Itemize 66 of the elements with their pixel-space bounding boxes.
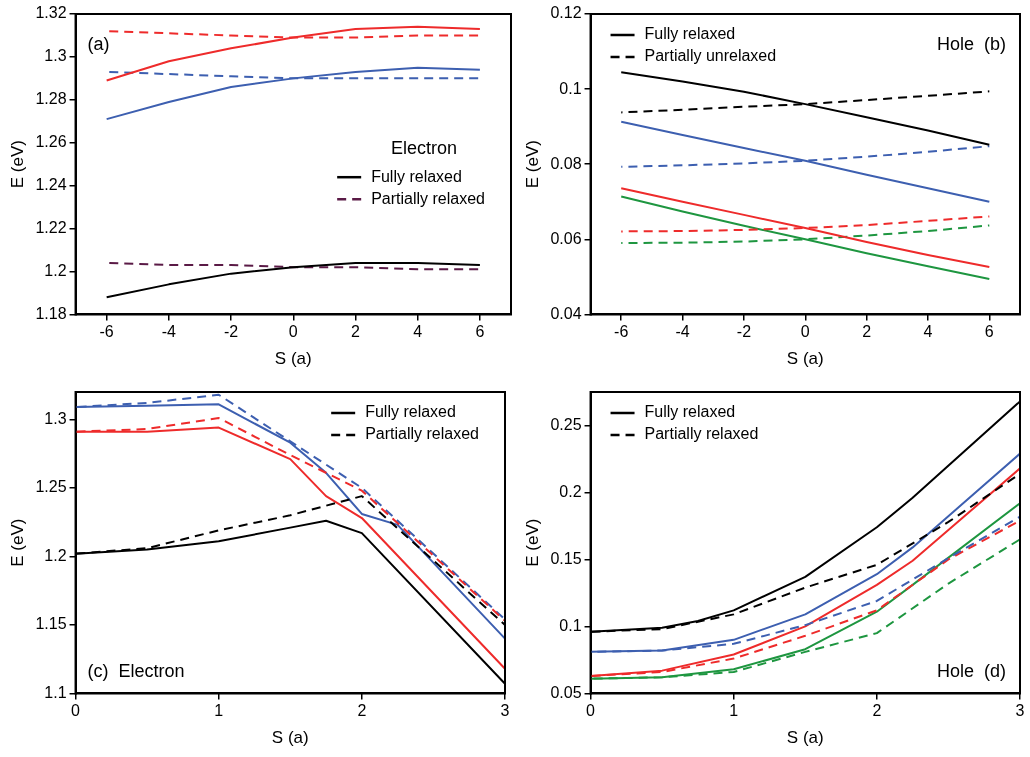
x-tick-label: 2	[872, 702, 882, 720]
x-tick-label: 4	[413, 323, 423, 341]
y-axis-title: E (eV)	[522, 518, 542, 567]
y-tick-label: 1.28	[35, 90, 67, 108]
legend-label: Fully relaxed	[644, 403, 736, 421]
y-axis-title: E (eV)	[522, 140, 542, 189]
annotation: Hole (b)	[936, 33, 1006, 54]
legend-label: Partially relaxed	[365, 425, 479, 443]
y-tick-label: 0.1	[559, 616, 582, 634]
y-tick-label: 0.2	[559, 482, 582, 500]
y-tick-label: 1.18	[35, 304, 67, 322]
y-tick-label: 0.05	[550, 683, 582, 701]
x-tick-label: 6	[475, 323, 485, 341]
y-tick-label: 0.06	[550, 229, 582, 247]
x-tick-label: 3	[1015, 702, 1025, 720]
x-tick-label: -4	[675, 323, 690, 341]
x-axis-title: S (a)	[786, 349, 824, 369]
x-tick-label: -2	[736, 323, 752, 341]
x-tick-label: 1	[214, 702, 224, 720]
legend-label: Fully relaxed	[644, 25, 736, 43]
y-tick-label: 1.2	[44, 546, 67, 564]
legend-label: Fully relaxed	[365, 403, 456, 421]
x-tick-label: 0	[71, 702, 81, 720]
y-tick-label: 0.1	[559, 79, 582, 97]
x-tick-label: 3	[500, 702, 510, 720]
x-tick-label: 0	[800, 323, 810, 341]
legend-title: Electron	[391, 138, 458, 159]
x-tick-label: 0	[288, 323, 298, 341]
y-tick-label: 1.3	[44, 47, 67, 65]
y-tick-label: 1.22	[35, 218, 67, 236]
annotation: (a)	[87, 33, 110, 54]
y-tick-label: 1.15	[35, 615, 67, 633]
x-tick-label: -6	[99, 323, 114, 341]
x-tick-label: -2	[223, 323, 239, 341]
y-tick-label: 1.25	[35, 478, 67, 496]
annotation: (c) Electron	[87, 661, 185, 682]
legend-label: Partially relaxed	[644, 425, 759, 443]
legend-label: Partially relaxed	[371, 189, 485, 207]
y-tick-label: 1.1	[44, 683, 67, 701]
annotation: Hole (d)	[936, 661, 1006, 682]
y-tick-label: 1.24	[35, 176, 67, 194]
y-axis-title: E (eV)	[7, 518, 27, 567]
y-tick-label: 0.15	[550, 549, 582, 567]
x-tick-label: -6	[614, 323, 629, 341]
x-tick-label: 1	[729, 702, 739, 720]
y-tick-label: 1.32	[35, 4, 67, 22]
x-axis-title: S (a)	[786, 728, 824, 748]
y-axis-title: E (eV)	[7, 140, 27, 189]
x-tick-label: 2	[862, 323, 872, 341]
y-tick-label: 0.12	[550, 4, 582, 22]
x-tick-label: 0	[586, 702, 596, 720]
x-tick-label: 6	[984, 323, 994, 341]
y-tick-label: 0.04	[550, 304, 582, 322]
y-tick-label: 1.3	[44, 409, 67, 427]
x-tick-label: 4	[923, 323, 933, 341]
x-axis-title: S (a)	[274, 349, 312, 369]
legend-label: Fully relaxed	[371, 167, 462, 185]
legend-label: Partially unrelaxed	[644, 47, 777, 65]
x-axis-title: S (a)	[271, 728, 309, 748]
x-tick-label: 2	[351, 323, 361, 341]
x-tick-label: 2	[357, 702, 367, 720]
y-tick-label: 0.08	[550, 154, 582, 172]
x-tick-label: -4	[161, 323, 177, 341]
y-tick-label: 1.2	[44, 261, 67, 279]
y-tick-label: 1.26	[35, 133, 67, 151]
y-tick-label: 0.25	[550, 415, 582, 433]
